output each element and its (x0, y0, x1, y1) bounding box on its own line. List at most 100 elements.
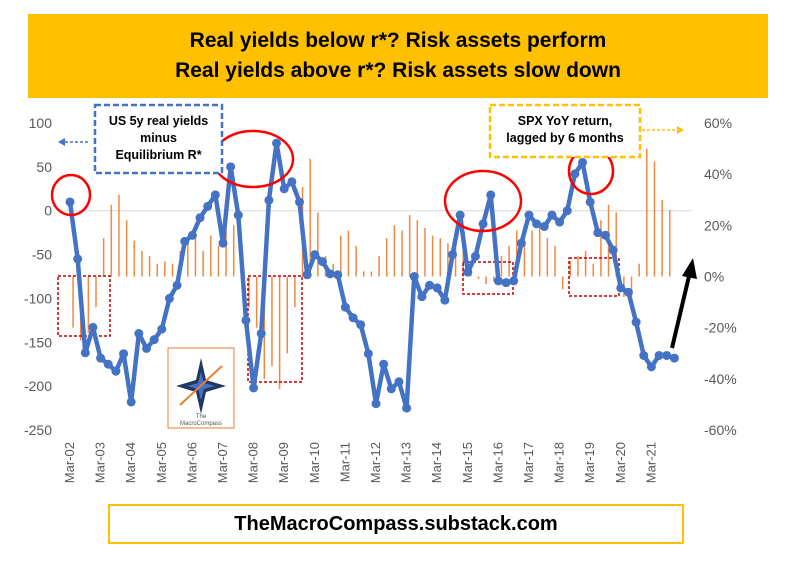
real-yield-point-6 (111, 366, 121, 376)
real-yield-point-62 (539, 222, 549, 232)
real-yield-point-38 (356, 320, 366, 330)
bar-38 (363, 271, 365, 277)
bar-66 (577, 256, 579, 277)
bar-7 (125, 220, 128, 277)
real-yield-point-77 (654, 350, 664, 360)
annotation-text-0-0: US 5y real yields (109, 114, 208, 128)
bar-28 (286, 276, 289, 354)
real-yield-point-0 (65, 197, 75, 207)
y-right-tick-2: 20% (704, 217, 732, 233)
real-yield-point-9 (134, 329, 144, 339)
real-yield-point-21 (226, 162, 236, 172)
real-yield-point-48 (432, 283, 442, 293)
real-yield-point-43 (394, 377, 404, 387)
x-label-0: Mar-02 (62, 442, 77, 483)
annotations: US 5y real yields minus Equilibrium R* SPX … (58, 103, 684, 175)
real-yield-point-31 (302, 270, 312, 280)
bar-32 (317, 212, 319, 277)
y-right-tick-4: -20% (704, 320, 737, 336)
real-yield-point-29 (287, 177, 297, 187)
x-label-2: Mar-04 (123, 442, 138, 483)
real-yield-point-65 (562, 206, 572, 216)
real-yield-point-34 (325, 269, 335, 279)
bar-50 (454, 245, 457, 277)
bar-0 (72, 276, 74, 328)
bar-64 (561, 276, 564, 290)
footer-box: TheMacroCompass.substack.com (108, 504, 684, 544)
bar-19 (217, 245, 220, 277)
real-yield-point-50 (448, 250, 457, 260)
bar-59 (523, 235, 526, 277)
y-left-tick-5: -150 (24, 334, 52, 350)
real-yield-point-7 (119, 349, 129, 359)
x-label-8: Mar-10 (307, 442, 322, 483)
real-yield-point-52 (463, 267, 473, 277)
y-axis-left: 100 50 0 -50 -100 -150 -200 -250 (24, 115, 52, 438)
real-yield-point-60 (524, 210, 534, 220)
bar-39 (370, 271, 373, 277)
macro-compass-logo: The MacroCompass (167, 347, 235, 429)
highlight-circle-0 (50, 173, 92, 217)
highlight-box-3 (568, 257, 620, 297)
x-label-19: Mar-21 (643, 442, 658, 483)
y-left-tick-1: 50 (36, 159, 52, 175)
x-label-17: Mar-19 (582, 442, 597, 483)
real-yield-point-64 (555, 217, 565, 227)
real-yield-point-51 (455, 210, 465, 220)
real-yield-point-27 (272, 138, 282, 148)
real-yield-point-72 (616, 283, 626, 293)
real-yield-point-20 (218, 238, 228, 248)
bar-43 (401, 230, 403, 277)
real-yield-point-68 (585, 197, 595, 207)
bar-12 (164, 261, 166, 277)
bar-65 (569, 261, 572, 277)
bar-53 (477, 276, 480, 280)
bar-47 (431, 235, 434, 277)
bar-48 (439, 238, 442, 277)
y-axis-right: 60% 40% 20% 0% -20% -40% -60% (704, 115, 737, 438)
bar-25 (263, 276, 266, 379)
real-yield-point-41 (379, 359, 389, 369)
bar-34 (332, 263, 334, 277)
bar-2 (87, 276, 90, 333)
real-yield-point-18 (203, 201, 213, 211)
real-yield-point-78 (662, 350, 672, 360)
bar-26 (271, 276, 273, 367)
real-yield-point-79 (669, 353, 679, 363)
y-left-tick-0: 100 (29, 115, 53, 131)
bar-75 (646, 148, 648, 277)
bar-69 (600, 220, 602, 277)
real-yield-point-1 (73, 254, 83, 264)
x-label-18: Mar-20 (613, 442, 628, 483)
x-label-14: Mar-16 (490, 442, 505, 483)
real-yield-point-54 (478, 219, 488, 229)
x-label-11: Mar-13 (399, 442, 414, 483)
recovery-arrow (670, 258, 697, 349)
bar-49 (447, 243, 449, 277)
real-yield-point-74 (631, 317, 641, 327)
y-right-tick-0: 60% (704, 115, 732, 131)
bar-6 (118, 194, 120, 277)
real-yield-point-70 (601, 230, 610, 240)
bar-71 (615, 212, 617, 277)
bar-15 (187, 243, 189, 277)
real-yield-point-40 (371, 399, 381, 409)
real-yield-point-11 (149, 335, 159, 345)
bar-21 (232, 225, 235, 277)
x-label-13: Mar-15 (460, 442, 475, 483)
real-yield-point-71 (608, 245, 618, 255)
real-yield-point-26 (264, 195, 274, 205)
bar-63 (554, 245, 556, 277)
real-yield-point-45 (409, 272, 419, 281)
bar-18 (210, 235, 212, 277)
title-banner: Real yields below r*? Risk assets perfor… (28, 14, 768, 98)
real-yield-point-22 (233, 210, 243, 220)
y-right-tick-5: -40% (704, 371, 737, 387)
real-yield-point-32 (310, 250, 320, 260)
bar-13 (171, 263, 174, 277)
bar-60 (531, 230, 533, 277)
real-yield-point-25 (256, 329, 266, 339)
bar-67 (584, 250, 587, 277)
real-yield-point-16 (187, 230, 197, 240)
real-yield-point-49 (440, 295, 450, 305)
